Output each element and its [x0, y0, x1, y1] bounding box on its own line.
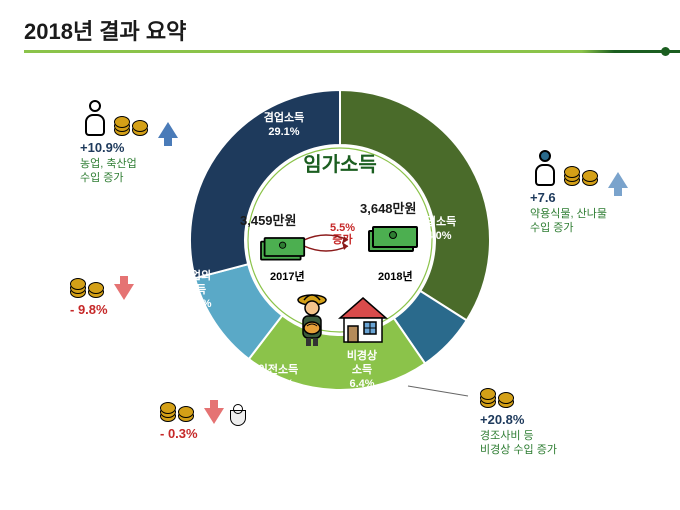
- bag-icon: [228, 404, 246, 424]
- callout-nonbiz: - 9.8%: [70, 278, 134, 319]
- callout-transfer: - 0.3%: [160, 402, 246, 443]
- center-change-pct: 5.5%: [330, 222, 355, 234]
- arrow-down-icon: [114, 284, 134, 300]
- farmer-icon: [292, 292, 332, 348]
- amount-2018: 3,648만원: [360, 198, 416, 217]
- callout-desc: 약용식물, 산나물수입 증가: [530, 207, 628, 236]
- year-2018: 2018년: [378, 268, 413, 284]
- callout-sidejob: +10.9%농업, 축산업수입 증가: [80, 100, 178, 185]
- title-bar: 2018년 결과 요약: [0, 0, 680, 59]
- callout-forestry: +7.6약용식물, 산나물수입 증가: [530, 150, 628, 235]
- callout-pct: - 9.8%: [70, 302, 134, 319]
- callout-pct: +20.8%: [480, 412, 557, 429]
- coins-icon: [114, 116, 154, 138]
- arrow-up-icon: [158, 122, 178, 138]
- center-change: 5.5% 증가: [330, 222, 355, 246]
- seg-label-transfer: 이전소득20.0%: [248, 364, 308, 392]
- coins-icon: [480, 388, 520, 410]
- arrow-up-icon: [608, 172, 628, 188]
- callout-pct: - 0.3%: [160, 426, 246, 443]
- amount-2017: 3,459만원: [240, 210, 296, 229]
- cash-2018-icon: [368, 226, 410, 248]
- businessman-icon: [80, 100, 110, 138]
- accent-line: [24, 50, 680, 53]
- center-change-word: 증가: [332, 234, 352, 246]
- seg-label-sidejob: 겸업소득29.1%: [254, 112, 314, 140]
- chart-area: 임업소득34.0%비경상소득6.4%이전소득20.0%사업외소득10.5%겸업소…: [0, 70, 680, 510]
- year-2017: 2017년: [270, 268, 305, 284]
- page-title: 2018년 결과 요약: [24, 14, 680, 46]
- callout-desc: 농업, 축산업수입 증가: [80, 157, 178, 186]
- seg-label-irregular: 비경상소득6.4%: [332, 350, 392, 391]
- coins-icon: [564, 166, 604, 188]
- house-icon: [336, 296, 390, 346]
- center-title: 임가소득: [260, 148, 420, 177]
- seg-label-nonbiz: 사업외소득10.5%: [166, 270, 226, 311]
- coins-icon: [70, 278, 110, 300]
- callout-desc: 경조사비 등비경상 수입 증가: [480, 429, 557, 458]
- arrow-down-icon: [204, 408, 224, 424]
- accent-dot: [661, 47, 670, 56]
- coins-icon: [160, 402, 200, 424]
- cash-2017-icon: [260, 237, 298, 257]
- farmer-small-icon: [530, 150, 560, 188]
- callout-irregular: +20.8%경조사비 등비경상 수입 증가: [480, 388, 557, 457]
